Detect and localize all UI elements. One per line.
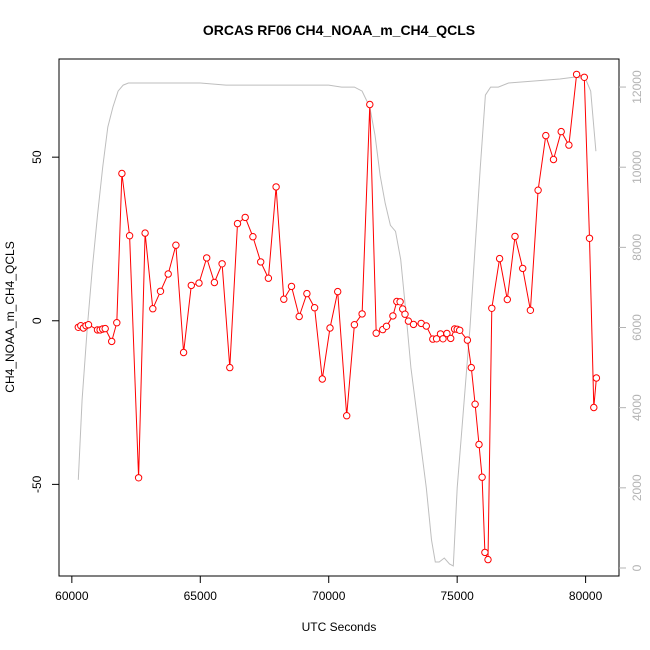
ch4-point [164,270,172,278]
ch4-point [526,306,535,314]
ch4-point [343,412,351,420]
ch4-point [241,213,249,222]
ch4-point [484,555,492,564]
ch4-point [141,229,149,237]
ch4-point [303,289,311,298]
ch4-point [218,260,226,268]
altitude-series [77,76,597,567]
y-tick-label: 0 [30,317,44,324]
ch4-point [187,281,196,290]
ch4-point [366,100,374,109]
ch4-point [396,298,404,306]
ch4-point [334,287,342,296]
x-tick-label: 60000 [55,589,89,603]
ch4-point [272,183,280,191]
altitude-line [77,76,597,567]
ch4-point [257,258,265,266]
ch4-point [404,317,413,325]
ch4-point [149,305,157,313]
ch4-point [439,335,447,343]
y2-tick-label: 8000 [630,234,644,261]
ch4-point [203,254,211,262]
x-axis: 60000 65000 70000 75000 80000 [55,576,603,603]
ch4-point [113,319,121,327]
ch4-point [456,326,464,334]
ch4-point [179,348,188,357]
ch4-point [565,141,573,149]
chart-title: ORCAS RF06 CH4_NOAA_m_CH4_QCLS [203,22,475,38]
ch4-point [590,403,598,412]
y2-tick-label: 2000 [630,474,644,501]
plot-frame [58,58,620,577]
ch4-point [447,334,455,343]
ch4-point [172,241,180,249]
ch4-point [108,337,116,346]
ch4-point [580,73,588,82]
y2-tick-label: 4000 [630,394,644,421]
ch4-point [134,474,143,482]
ch4-line [78,73,597,560]
ch4-point [572,70,581,79]
ch4-point [280,295,288,303]
ch4-point [318,375,326,383]
ch4-point [401,310,409,318]
ch4-point [519,264,527,273]
x-axis-label: UTC Seconds [302,620,377,634]
ch4-point [249,233,257,241]
ch4-point [287,282,296,291]
ch4-point [350,321,359,329]
ch4-series [74,70,601,564]
ch4-point [382,322,391,330]
ch4-point [84,321,93,329]
ch4-point [409,320,418,329]
y-axis-left: -50 0 50 [30,150,59,493]
x-tick-label: 65000 [184,589,218,603]
ch4-point [210,278,219,287]
ch4-point [310,304,319,312]
ch4-point [118,169,126,178]
ch4-point [326,324,334,332]
y-axis-label: CH4_NOAA_m_CH4_QCLS [3,241,17,392]
ch4-point [495,254,504,263]
ch4-point [443,329,451,338]
ch4-point [557,127,565,136]
ch4-point [549,155,558,164]
y2-tick-label: 10000 [630,150,644,184]
ch4-point [101,324,109,333]
ch4-point [372,329,380,337]
ch4-point [503,295,511,304]
ch4-point [195,279,203,287]
y-tick-label: 50 [30,150,44,164]
ch4-point [471,400,479,408]
x-tick-label: 75000 [440,589,474,603]
ch4-point [542,131,550,140]
ch4-point [463,336,472,344]
ch4-point [233,219,242,228]
ch4-point [478,473,486,481]
ch4-point [226,363,234,372]
ch4-point [125,232,134,240]
ch4-point [488,304,496,312]
x-tick-label: 80000 [569,589,603,603]
y2-tick-label: 12000 [630,70,644,104]
ch4-point [475,440,483,449]
ch4-point [467,363,475,372]
ch4-point [295,312,303,321]
ch4-point [585,234,594,243]
y-tick-label: -50 [30,475,44,493]
ch4-point [389,312,397,320]
ch4-point [156,287,165,295]
ch4-point [511,232,519,241]
y2-tick-label: 0 [630,564,644,571]
y-axis-right: 0 2000 4000 6000 8000 10000 12000 [619,70,644,571]
ch4-point [534,186,542,194]
ch4-point [264,274,273,282]
ch4-point [592,374,601,382]
ch4-point [358,310,366,318]
x-tick-label: 70000 [312,589,346,603]
y2-tick-label: 6000 [630,314,644,341]
ch4-point [422,322,430,330]
ch4-point [481,548,489,557]
